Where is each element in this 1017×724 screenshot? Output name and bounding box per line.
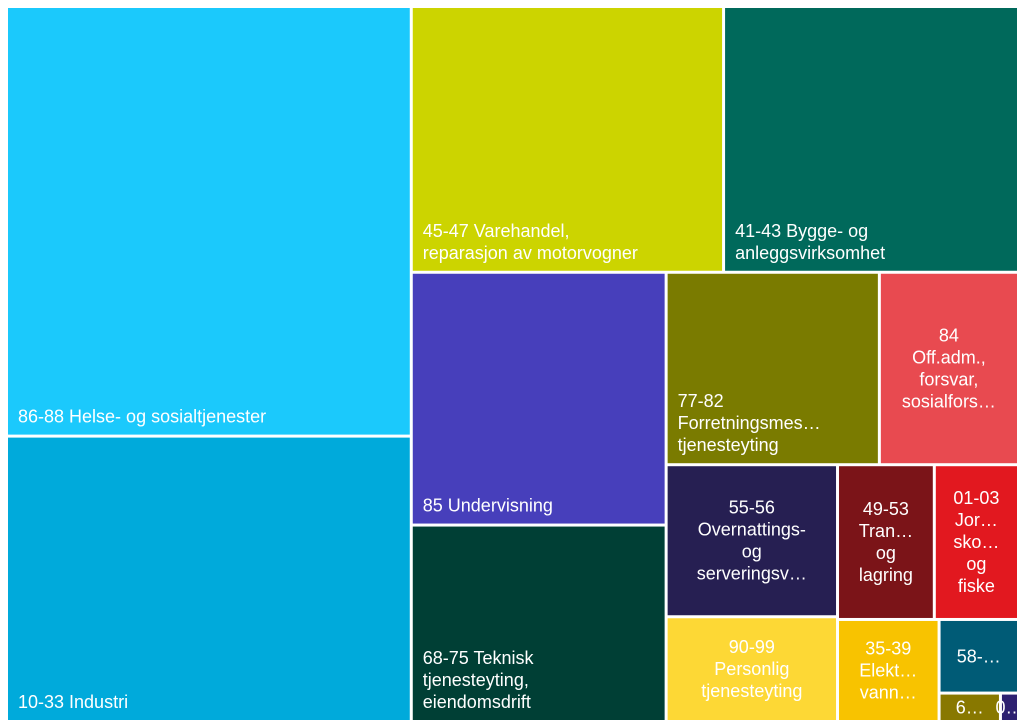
treemap-tile [667, 273, 878, 464]
tile-label: 58-… [957, 646, 1001, 666]
tile-label: 86-88 Helse- og sosialtjenester [18, 407, 266, 427]
tile-label: 6… [956, 697, 984, 717]
tile-label: 85 Undervisning [423, 496, 553, 516]
tile-label: 55-56 Overnattings-og serveringsv… [697, 498, 807, 584]
treemap-tile [725, 8, 1017, 271]
treemap-tile [412, 526, 665, 720]
treemap-tile [940, 620, 1017, 692]
treemap-tile [839, 620, 938, 720]
treemap-tile [412, 273, 665, 524]
treemap-tile [667, 466, 837, 616]
tile-label: 45-47 Varehandel, reparasjon av motorvogn… [423, 221, 638, 263]
tile-label: 84 Off.adm., forsvar, sosialfors… [902, 325, 996, 411]
tile-label: 49-53 Tran… og lagring [859, 499, 913, 585]
treemap-tile [880, 273, 1017, 464]
treemap-tile [667, 618, 837, 720]
tile-label: 90-99 Personlig tjenesteyting [701, 637, 802, 701]
treemap-tile [940, 694, 999, 720]
tile-label: 68-75 Teknisk tjenesteyting, eiendomsdrift [423, 648, 535, 712]
tile-label: 10-33 Industri [18, 692, 128, 712]
treemap-tile [935, 466, 1017, 618]
tile-label: 77-82 Forretningsmes… tjenesteyting [678, 391, 821, 455]
treemap-tile [8, 437, 410, 720]
treemap-tile [8, 8, 410, 435]
tile-label: 01-03 Jor… sko… og fiske [953, 488, 999, 596]
tile-label: 0… [995, 697, 1017, 717]
treemap-tile [1001, 694, 1017, 720]
tile-label: 41-43 Bygge- og anleggsvirksomhet [735, 221, 885, 263]
treemap-tile [839, 466, 933, 618]
tile-label: 35-39 Elekt… vann… [859, 638, 917, 702]
treemap-tile [412, 8, 723, 271]
